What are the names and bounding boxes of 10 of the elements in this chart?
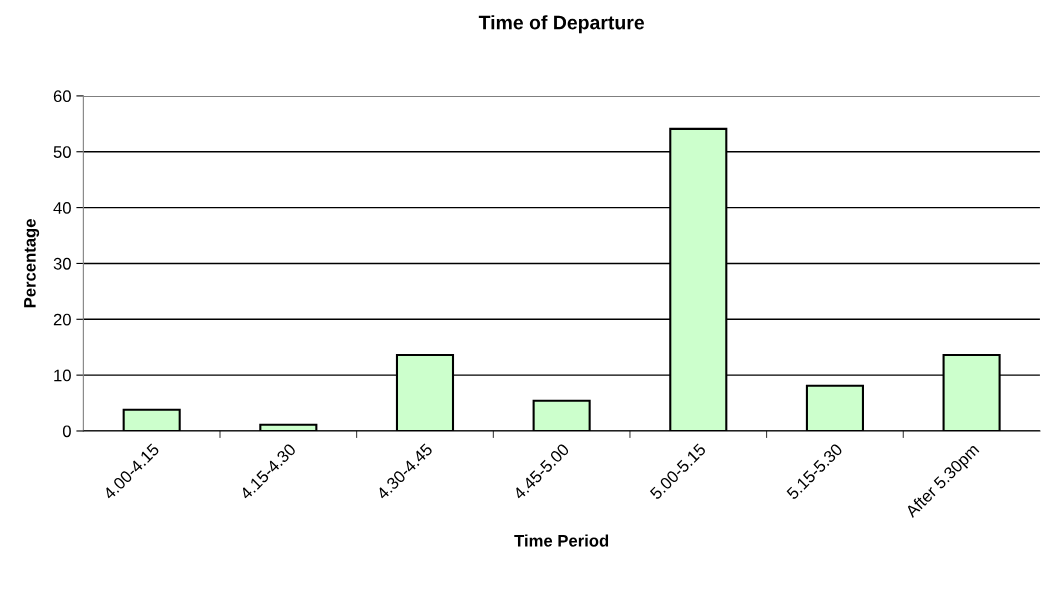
x-axis-title: Time Period — [514, 534, 609, 547]
y-tick-label: 40 — [53, 202, 71, 214]
y-tick-label: 0 — [62, 425, 71, 438]
y-axis-title: Percentage — [24, 219, 40, 308]
y-tick-label: 50 — [53, 146, 71, 158]
chart-title: Time of Departure — [478, 15, 644, 34]
y-tick-label: 20 — [53, 313, 71, 326]
y-tick-label: 10 — [54, 369, 71, 382]
y-tick-label: 30 — [53, 257, 71, 270]
y-tick-label: 60 — [53, 90, 71, 103]
